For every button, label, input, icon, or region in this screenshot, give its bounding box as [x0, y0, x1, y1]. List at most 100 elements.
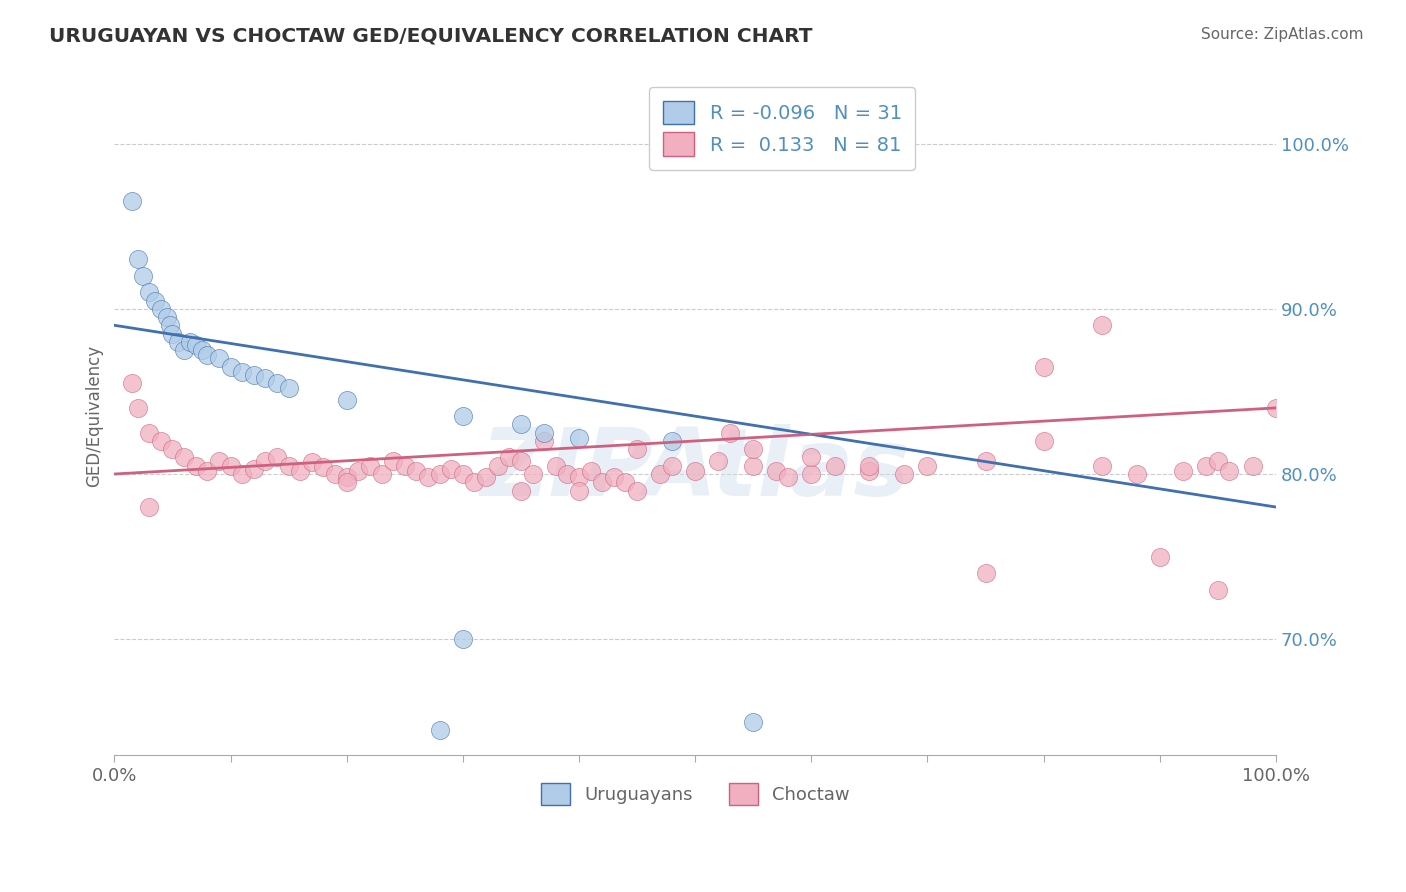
Point	[522, 467, 544, 481]
Point	[394, 458, 416, 473]
Point	[800, 450, 823, 465]
Legend: Uruguayans, Choctaw: Uruguayans, Choctaw	[531, 773, 859, 814]
Point	[800, 467, 823, 481]
Point	[167, 334, 190, 349]
Point	[121, 376, 143, 391]
Point	[533, 425, 555, 440]
Point	[661, 458, 683, 473]
Point	[568, 431, 591, 445]
Point	[742, 458, 765, 473]
Point	[149, 301, 172, 316]
Point	[568, 470, 591, 484]
Point	[917, 458, 939, 473]
Point	[195, 348, 218, 362]
Point	[336, 475, 359, 490]
Point	[143, 293, 166, 308]
Point	[347, 464, 370, 478]
Point	[1032, 434, 1054, 448]
Point	[603, 470, 626, 484]
Point	[429, 467, 451, 481]
Point	[1091, 458, 1114, 473]
Point	[451, 409, 474, 424]
Point	[626, 442, 648, 457]
Point	[510, 454, 533, 468]
Point	[858, 464, 880, 478]
Point	[742, 442, 765, 457]
Point	[243, 368, 266, 382]
Point	[121, 194, 143, 209]
Point	[254, 454, 277, 468]
Point	[405, 464, 427, 478]
Point	[429, 723, 451, 738]
Point	[162, 326, 184, 341]
Point	[486, 458, 509, 473]
Point	[190, 343, 212, 357]
Point	[778, 470, 800, 484]
Point	[1091, 318, 1114, 333]
Text: Source: ZipAtlas.com: Source: ZipAtlas.com	[1201, 27, 1364, 42]
Point	[312, 460, 335, 475]
Point	[184, 458, 207, 473]
Point	[463, 475, 485, 490]
Text: URUGUAYAN VS CHOCTAW GED/EQUIVALENCY CORRELATION CHART: URUGUAYAN VS CHOCTAW GED/EQUIVALENCY COR…	[49, 27, 813, 45]
Point	[162, 442, 184, 457]
Point	[510, 417, 533, 432]
Point	[127, 252, 149, 267]
Point	[219, 359, 242, 374]
Point	[231, 365, 253, 379]
Point	[614, 475, 637, 490]
Point	[974, 566, 997, 581]
Point	[277, 458, 299, 473]
Point	[858, 458, 880, 473]
Point	[1241, 458, 1264, 473]
Point	[579, 464, 602, 478]
Point	[1195, 458, 1218, 473]
Point	[138, 500, 160, 514]
Point	[127, 401, 149, 415]
Point	[173, 450, 195, 465]
Point	[591, 475, 613, 490]
Point	[138, 425, 160, 440]
Point	[650, 467, 672, 481]
Point	[359, 458, 381, 473]
Point	[266, 450, 288, 465]
Point	[475, 470, 498, 484]
Point	[1265, 401, 1288, 415]
Point	[156, 310, 179, 324]
Point	[159, 318, 181, 333]
Point	[132, 268, 155, 283]
Point	[974, 454, 997, 468]
Point	[1032, 359, 1054, 374]
Point	[451, 632, 474, 647]
Point	[195, 464, 218, 478]
Point	[370, 467, 392, 481]
Point	[1206, 454, 1229, 468]
Point	[1149, 549, 1171, 564]
Point	[1125, 467, 1147, 481]
Point	[661, 434, 683, 448]
Point	[544, 458, 567, 473]
Point	[179, 334, 201, 349]
Point	[498, 450, 520, 465]
Point	[243, 462, 266, 476]
Point	[277, 381, 299, 395]
Point	[416, 470, 439, 484]
Point	[149, 434, 172, 448]
Point	[231, 467, 253, 481]
Point	[893, 467, 915, 481]
Point	[765, 464, 787, 478]
Point	[742, 714, 765, 729]
Point	[336, 470, 359, 484]
Point	[824, 458, 846, 473]
Point	[336, 392, 359, 407]
Point	[683, 464, 706, 478]
Point	[718, 425, 741, 440]
Point	[290, 464, 312, 478]
Point	[301, 455, 323, 469]
Point	[557, 467, 579, 481]
Point	[173, 343, 195, 357]
Point	[254, 371, 277, 385]
Point	[382, 454, 405, 468]
Point	[138, 285, 160, 300]
Point	[510, 483, 533, 498]
